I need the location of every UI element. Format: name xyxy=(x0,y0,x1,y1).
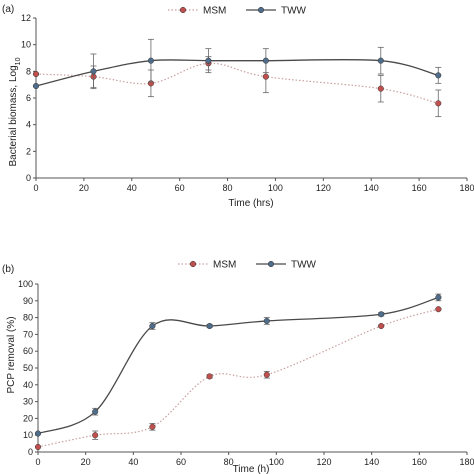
x-tick-label-b: 20 xyxy=(81,457,91,467)
legend-label-tww-b: TWW xyxy=(291,260,317,271)
x-tick-label-a: 100 xyxy=(268,183,283,193)
x-tick-label-b: 160 xyxy=(412,457,427,467)
data-point-msm-b xyxy=(34,443,42,451)
y-axis-label-a-subscript: 10 xyxy=(15,57,22,65)
legend-label-tww-a: TWW xyxy=(281,6,307,17)
data-point-tww-b xyxy=(378,311,385,318)
y-axis-label-b: PCP removal (%) xyxy=(6,316,17,393)
x-tick-label-a: 60 xyxy=(175,183,185,193)
data-point-tww-a xyxy=(205,57,212,64)
data-point-msm-a xyxy=(262,73,269,80)
y-tick-label-b: 30 xyxy=(23,397,33,407)
legend-a: MSM TWW xyxy=(168,6,307,17)
y-tick-label-b: 90 xyxy=(23,296,33,306)
y-tick-label-a: 6 xyxy=(26,93,31,103)
y-axis-label-a-main: Bacterial biomass, Log xyxy=(8,65,19,166)
data-point-msm-a xyxy=(377,85,384,92)
x-tick-label-a: 180 xyxy=(459,183,474,193)
y-tick-label-b: 0 xyxy=(28,447,33,457)
axes-b: 0 20 40 60 80 100 120 140 160 180 0 10 20 30 40 50 60 70 8… xyxy=(18,279,474,467)
y-tick-label-b: 70 xyxy=(23,329,33,339)
axes-a: 0 20 40 60 80 100 120 140 160 180 0 2 4 6 8 10 12 xyxy=(21,13,474,193)
panel-label-b: (b) xyxy=(2,264,14,275)
x-tick-label-b: 180 xyxy=(459,457,474,467)
data-point-msm-a xyxy=(435,100,442,107)
x-tick-label-b: 100 xyxy=(269,457,284,467)
legend-marker-tww-a xyxy=(257,6,265,14)
data-point-msm-b xyxy=(149,423,156,430)
plot-area-a xyxy=(32,38,442,118)
chart-panel-a: (a) Bacterial biomass, Log10 Time (hrs) … xyxy=(2,4,474,209)
x-tick-label-a: 0 xyxy=(33,183,38,193)
y-tick-label-b: 20 xyxy=(23,413,33,423)
series-line-tww-a xyxy=(35,58,439,87)
data-point-tww-a xyxy=(90,68,97,75)
x-tick-label-b: 40 xyxy=(128,457,138,467)
data-point-tww-b xyxy=(92,408,99,415)
y-tick-label-b: 80 xyxy=(23,313,33,323)
series-line-msm-b xyxy=(37,308,439,448)
data-point-msm-b xyxy=(435,306,442,313)
data-point-tww-a xyxy=(262,57,269,64)
legend-label-msm-a: MSM xyxy=(203,6,226,17)
x-tick-label-a: 20 xyxy=(79,183,89,193)
y-tick-label-a: 10 xyxy=(21,40,31,50)
y-tick-label-b: 100 xyxy=(18,279,33,289)
legend-label-msm-b: MSM xyxy=(213,260,236,271)
x-tick-label-a: 140 xyxy=(364,183,379,193)
data-point-msm-b xyxy=(92,432,99,439)
x-axis-label-a: Time (hrs) xyxy=(228,198,273,209)
y-tick-label-b: 60 xyxy=(23,346,33,356)
plot-area-b xyxy=(34,293,442,451)
data-point-msm-a xyxy=(32,70,40,78)
legend-marker-msm-a xyxy=(179,6,187,14)
y-tick-label-a: 0 xyxy=(26,173,31,183)
series-line-msm-a xyxy=(35,62,439,104)
data-point-msm-b xyxy=(378,322,385,330)
data-point-tww-b xyxy=(34,430,42,437)
data-point-tww-b xyxy=(435,294,442,301)
y-tick-label-b: 50 xyxy=(23,363,33,373)
y-tick-label-a: 12 xyxy=(21,13,31,23)
data-point-tww-a xyxy=(147,57,154,64)
data-point-msm-b xyxy=(206,373,213,380)
x-tick-label-a: 160 xyxy=(412,183,427,193)
y-tick-label-b: 40 xyxy=(23,380,33,390)
data-point-tww-a xyxy=(377,57,384,64)
x-tick-label-b: 0 xyxy=(35,457,40,467)
y-tick-label-a: 8 xyxy=(26,66,31,76)
panel-label-a: (a) xyxy=(2,4,14,15)
x-tick-label-a: 80 xyxy=(223,183,233,193)
data-point-tww-a xyxy=(32,82,40,90)
x-axis-label-b: Time (h) xyxy=(233,464,270,474)
y-axis-label-a: Bacterial biomass, Log10 xyxy=(8,57,22,166)
data-point-tww-a xyxy=(435,72,442,79)
legend-marker-msm-b xyxy=(189,260,197,268)
legend-marker-tww-b xyxy=(267,260,275,268)
x-tick-label-b: 120 xyxy=(316,457,331,467)
data-point-tww-b xyxy=(263,317,270,325)
x-tick-label-a: 40 xyxy=(127,183,137,193)
data-point-tww-b xyxy=(149,322,156,330)
y-tick-label-a: 2 xyxy=(26,146,31,156)
data-point-msm-b xyxy=(263,371,270,378)
legend-b: MSM TWW xyxy=(178,260,317,271)
x-tick-label-b: 140 xyxy=(364,457,379,467)
x-tick-label-a: 120 xyxy=(316,183,331,193)
chart-panel-b: (b) PCP removal (%) Time (h) 0 20 40 60 80 10… xyxy=(2,260,474,474)
y-tick-label-a: 4 xyxy=(26,120,31,130)
x-tick-label-b: 80 xyxy=(224,457,234,467)
series-line-tww-b xyxy=(37,296,439,435)
y-tick-label-b: 10 xyxy=(23,430,33,440)
x-tick-label-b: 60 xyxy=(176,457,186,467)
data-point-tww-b xyxy=(206,322,213,330)
